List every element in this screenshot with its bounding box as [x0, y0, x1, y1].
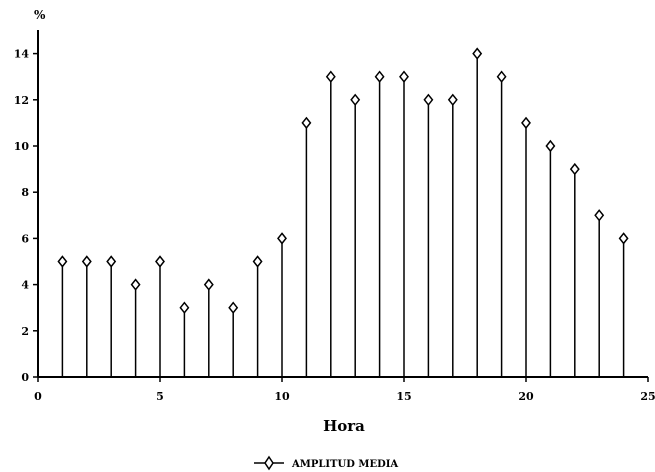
data-point-marker	[545, 139, 556, 153]
y-tick-label: 14	[14, 48, 30, 61]
x-axis-ticks: 0 5 10 15 20 25	[34, 377, 655, 403]
data-point-marker	[57, 255, 68, 268]
y-tick-label: 2	[21, 325, 29, 338]
y-tick-label: 8	[21, 186, 29, 199]
y-tick-label: 10	[14, 140, 30, 153]
data-point-marker	[618, 232, 629, 245]
data-point-marker	[277, 232, 287, 245]
data-point-marker	[203, 278, 214, 291]
legend: AMPLITUD MEDIA	[254, 455, 398, 471]
data-point-marker	[130, 278, 141, 291]
data-point-marker	[179, 301, 190, 314]
y-axis-ticks: 0 2 4 6 8 10 12 14	[14, 48, 38, 384]
data-point-marker	[496, 70, 507, 83]
y-tick-label: 0	[21, 371, 29, 384]
data-point-marker	[228, 301, 239, 314]
data-stems	[57, 47, 629, 377]
x-tick-label: 0	[34, 390, 42, 403]
data-point-marker	[569, 162, 580, 176]
data-point-marker	[325, 70, 336, 83]
data-point-marker	[301, 116, 312, 130]
data-point-marker	[472, 47, 483, 60]
y-axis-unit: %	[34, 8, 46, 22]
data-point-marker	[350, 93, 361, 107]
data-point-marker	[374, 70, 385, 83]
data-point-marker	[521, 116, 531, 130]
x-axis-title: Hora	[323, 417, 365, 435]
data-point-marker	[423, 93, 434, 107]
y-tick-label: 12	[14, 94, 29, 107]
x-tick-label: 5	[156, 390, 164, 403]
legend-diamond-marker	[264, 455, 274, 471]
data-point-marker	[252, 255, 263, 268]
y-tick-label: 6	[21, 232, 29, 245]
x-tick-label: 10	[274, 390, 290, 403]
data-point-marker	[106, 255, 117, 268]
data-point-marker	[399, 70, 409, 83]
data-point-marker	[81, 255, 92, 268]
data-point-marker	[155, 255, 165, 268]
legend-label: AMPLITUD MEDIA	[291, 459, 398, 470]
x-tick-label: 25	[640, 390, 655, 403]
x-tick-label: 15	[396, 390, 411, 403]
data-point-marker	[447, 93, 458, 107]
y-tick-label: 4	[21, 279, 29, 292]
x-tick-label: 20	[518, 390, 534, 403]
data-point-marker	[594, 209, 605, 222]
